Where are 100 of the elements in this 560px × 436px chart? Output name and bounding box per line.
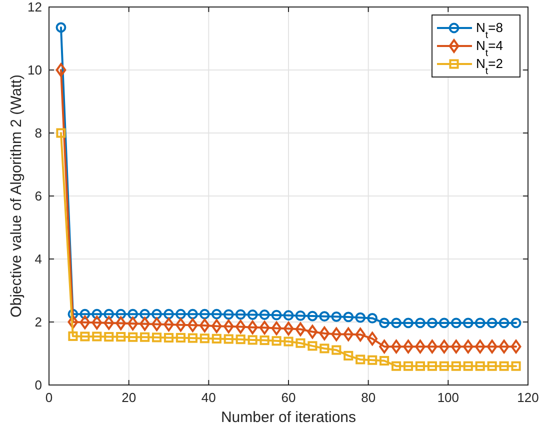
point <box>308 341 318 351</box>
point <box>211 319 222 333</box>
point <box>271 321 282 336</box>
point <box>140 332 150 342</box>
point <box>235 309 246 320</box>
point <box>235 320 246 334</box>
point <box>475 361 485 371</box>
point <box>283 322 294 336</box>
point <box>296 338 306 348</box>
y-tick-label: 6 <box>34 188 42 204</box>
point <box>68 315 78 329</box>
point <box>427 318 438 328</box>
point <box>140 308 150 320</box>
point <box>331 327 342 342</box>
point <box>487 361 497 371</box>
point <box>403 340 414 354</box>
y-axis-title: Objective value of Algorithm 2 (Watt) <box>8 74 25 318</box>
point <box>272 336 282 346</box>
point <box>391 340 402 354</box>
point <box>283 310 294 321</box>
legend-label: N$_{t}$=8 <box>476 20 503 40</box>
point <box>319 311 330 322</box>
point <box>367 332 378 346</box>
point <box>199 318 210 332</box>
point <box>499 361 509 371</box>
point <box>391 361 402 371</box>
point <box>104 316 114 330</box>
point <box>403 361 414 371</box>
point <box>176 332 186 343</box>
point <box>188 318 198 332</box>
point <box>199 308 210 320</box>
point <box>462 318 474 328</box>
point <box>415 318 426 328</box>
point <box>128 332 138 342</box>
point <box>343 327 354 342</box>
point <box>140 317 150 331</box>
point <box>223 309 234 320</box>
point <box>463 361 473 371</box>
point <box>104 308 114 320</box>
point <box>80 332 90 342</box>
point <box>391 318 402 328</box>
y-tick-label: 2 <box>34 314 42 330</box>
point <box>92 308 102 320</box>
point <box>152 332 162 342</box>
point <box>223 320 234 334</box>
x-tick-label: 100 <box>437 390 460 405</box>
point <box>259 310 270 320</box>
point <box>344 350 354 360</box>
point <box>236 334 246 344</box>
point <box>284 336 294 346</box>
point <box>343 312 354 322</box>
point <box>271 310 282 320</box>
point <box>92 316 102 330</box>
point <box>295 310 306 321</box>
point <box>307 310 318 322</box>
point <box>68 331 78 341</box>
point <box>438 340 450 354</box>
point <box>486 318 498 328</box>
y-tick-label: 12 <box>28 0 42 14</box>
x-tick-label: 20 <box>122 390 136 405</box>
point <box>450 318 462 328</box>
point <box>380 356 390 366</box>
point <box>116 332 126 342</box>
point <box>152 308 162 320</box>
point <box>498 340 510 354</box>
point <box>56 22 66 33</box>
point <box>355 312 366 323</box>
point <box>438 318 450 328</box>
point <box>320 344 330 354</box>
point <box>188 333 198 343</box>
point <box>152 317 162 332</box>
point <box>248 335 258 345</box>
x-tick-label: 120 <box>517 390 539 405</box>
point <box>462 340 474 354</box>
point <box>164 332 174 343</box>
point <box>247 310 258 320</box>
point <box>403 318 414 328</box>
point <box>68 308 78 320</box>
point <box>415 361 426 371</box>
point <box>188 308 198 320</box>
y-tick-label: 4 <box>34 252 42 266</box>
x-tick-label: 60 <box>281 390 296 405</box>
point <box>260 335 270 346</box>
legend-label: N$_{t}$=4 <box>476 38 503 58</box>
x-axis-title: Number of iterations <box>220 409 356 426</box>
point <box>176 318 186 332</box>
point <box>259 320 270 335</box>
point <box>332 345 342 355</box>
y-tick-label: 0 <box>34 378 42 392</box>
point <box>451 361 461 371</box>
point <box>56 63 66 77</box>
point <box>439 361 449 371</box>
point <box>486 340 498 354</box>
point <box>80 308 90 320</box>
point <box>319 326 330 340</box>
point <box>247 320 258 334</box>
point <box>164 308 174 320</box>
point <box>295 322 306 336</box>
y-tick-label: 8 <box>34 126 42 140</box>
x-tick-label: 0 <box>45 390 53 405</box>
